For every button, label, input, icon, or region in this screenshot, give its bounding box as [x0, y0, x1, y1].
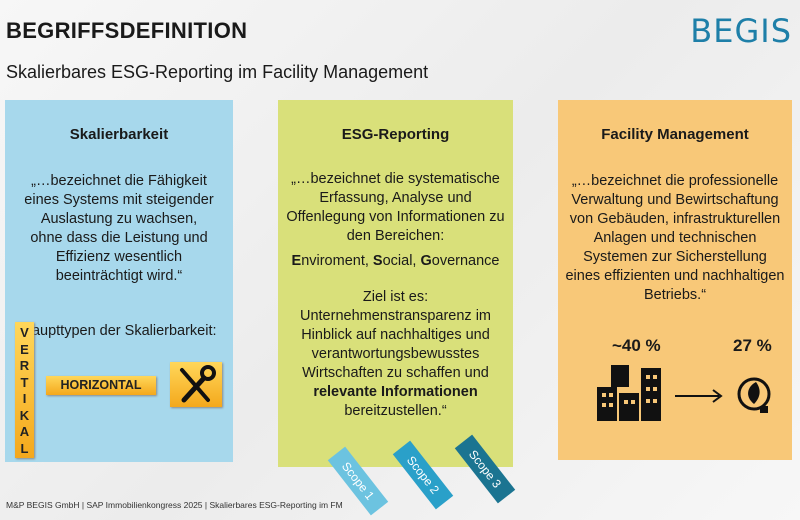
green-energy-leaf-icon	[737, 377, 771, 413]
scalability-definition: „…bezeichnet die Fähigkeit eines Systems…	[24, 173, 214, 284]
page-subtitle: Skalierbares ESG-Reporting im Facility M…	[6, 62, 429, 82]
scalability-panel: Skalierbarkeit „…bezeichnet die Fähigkei…	[5, 100, 233, 462]
fm-panel: Facility Management „…bezeichnet die pro…	[558, 100, 792, 460]
fm-heading: Facility Management	[601, 126, 749, 143]
esg-panel: ESG-Reporting „…bezeichnet die systemati…	[278, 100, 513, 467]
arrow-right-icon	[675, 389, 723, 403]
page-title: BEGRIFFSDEFINITION	[6, 18, 248, 43]
esg-areas: Enviroment, Social, Governance	[291, 253, 500, 269]
scalability-types-label: Haupttypen der Skalierbarkeit:	[21, 323, 217, 339]
buildings-share: ~40 %	[612, 336, 661, 355]
buildings-icon	[597, 365, 661, 421]
tools-icon	[170, 362, 222, 407]
vertical-label: VERTIKAL	[15, 322, 34, 458]
fm-definition: „…bezeichnet die professionelle Verwaltu…	[565, 173, 785, 303]
energy-share: 27 %	[733, 336, 772, 355]
esg-goal: Ziel ist es: Unternehmenstransparenz im …	[299, 289, 491, 419]
begis-logo: BEGIS	[690, 12, 792, 50]
footer-text: M&P BEGIS GmbH | SAP Immobilienkongress …	[6, 500, 343, 510]
scalability-heading: Skalierbarkeit	[69, 126, 169, 143]
esg-heading: ESG-Reporting	[341, 126, 450, 143]
horizontal-label: HORIZONTAL	[46, 376, 156, 395]
esg-definition: „…bezeichnet die systematische Erfassung…	[286, 171, 505, 244]
